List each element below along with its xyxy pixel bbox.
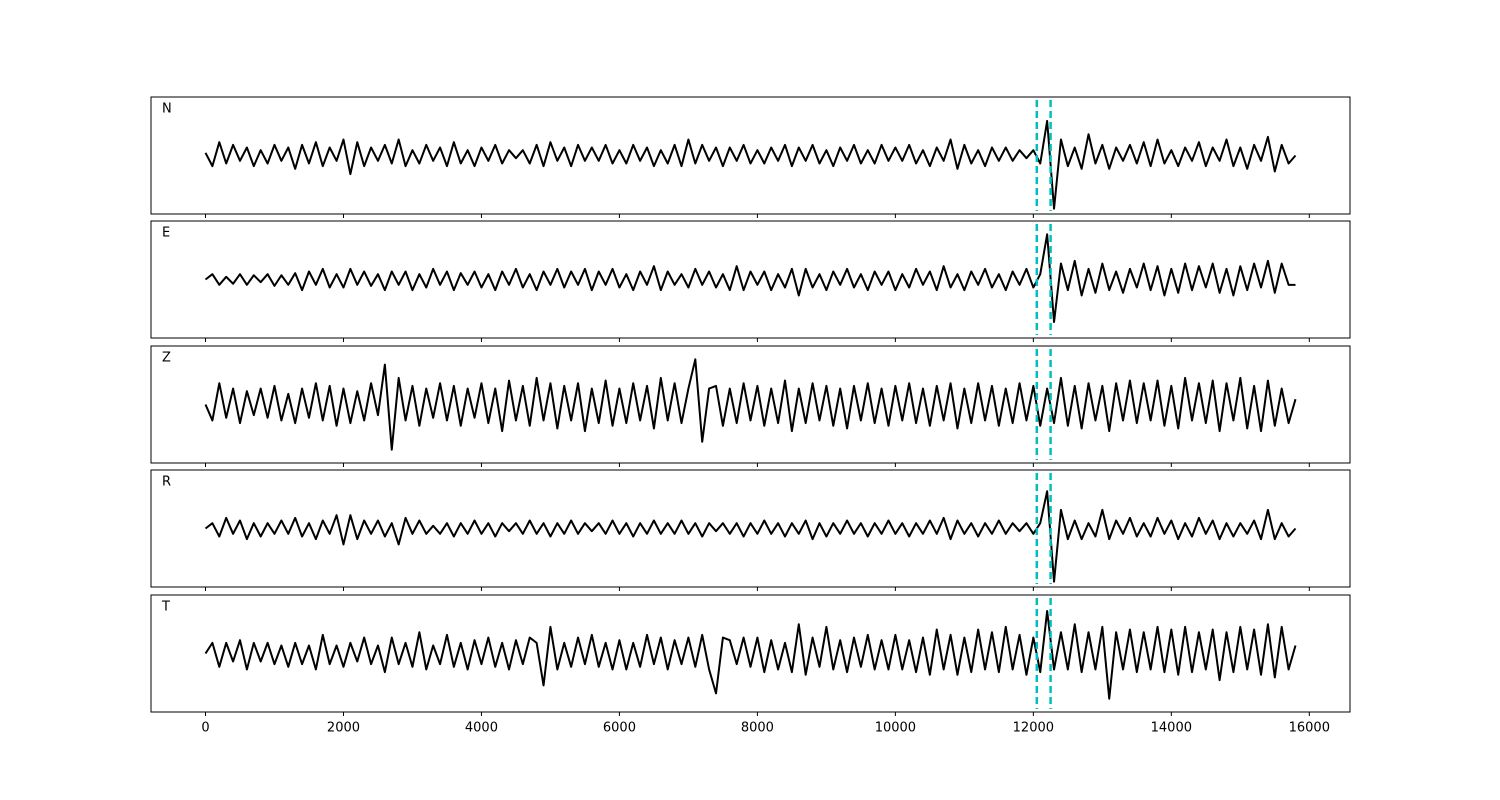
panel-label: T	[161, 600, 170, 615]
x-tick-label: 6000	[603, 721, 636, 736]
panel-frame	[150, 469, 1351, 588]
trace	[204, 358, 1297, 451]
x-tick-label: 16000	[1289, 721, 1330, 736]
x-tick-label: 8000	[741, 721, 774, 736]
panel-frame	[150, 96, 1351, 215]
panel-frame	[150, 594, 1351, 713]
panel-frame	[150, 220, 1351, 339]
x-tick-label: 10000	[875, 721, 916, 736]
x-tick-label: 12000	[1013, 721, 1054, 736]
x-tick-label: 14000	[1151, 721, 1192, 736]
x-tick-label: 0	[201, 721, 209, 736]
trace	[204, 233, 1296, 324]
panel-label: N	[162, 102, 172, 117]
panel-label: E	[162, 226, 170, 241]
trace	[204, 609, 1297, 700]
trace	[204, 490, 1297, 583]
panel-label: R	[162, 475, 171, 490]
panel-frame	[150, 345, 1351, 464]
panel-label: Z	[162, 351, 171, 366]
trace	[204, 119, 1297, 210]
x-tick-label: 2000	[327, 721, 360, 736]
x-tick-label: 4000	[465, 721, 498, 736]
